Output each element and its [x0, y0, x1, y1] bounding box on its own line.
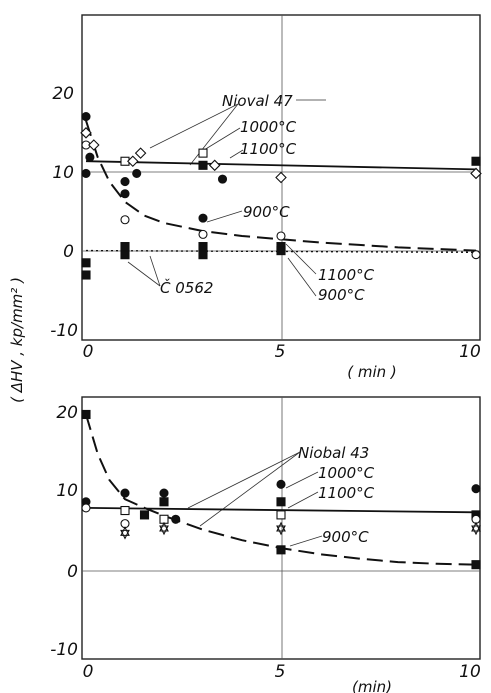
leader-line-1 [189, 103, 239, 166]
bottom-y-tick-20: 20 [56, 403, 78, 423]
bottom-x-tick-0: 0 [83, 662, 94, 682]
data-point-1-7 [139, 510, 150, 520]
leader-line-4 [206, 210, 243, 223]
top-plot-frame [81, 14, 481, 341]
y-axis-label: ( ΔHV , kp/mm² ) [8, 277, 26, 403]
label-bottom-1000c: 1000°C [318, 464, 375, 482]
top-y-tick-0: 0 [63, 242, 74, 262]
data-point-1-9 [159, 497, 169, 507]
data-point-0-1 [80, 127, 92, 139]
data-point-0-14 [120, 215, 130, 225]
leader-line-3 [229, 149, 244, 159]
data-point-1-3 [120, 488, 130, 498]
data-point-0-9 [127, 155, 139, 168]
bottom-y-tick-10: 10 [56, 481, 78, 501]
data-point-0-19 [208, 159, 221, 172]
leader-line-10 [199, 451, 301, 527]
data-point-0-12 [132, 168, 142, 178]
label-nioval-47: Nioval 47 [222, 92, 293, 110]
leader-line-7 [285, 243, 317, 275]
data-point-0-5 [85, 152, 95, 162]
chart-marks [80, 112, 482, 570]
label-top-1100c-b: 1100°C [318, 266, 375, 284]
bottom-y-tick-minus10: -10 [50, 640, 78, 660]
data-point-1-21 [471, 521, 481, 536]
data-point-1-12 [171, 514, 181, 524]
data-point-0-24 [198, 250, 208, 260]
data-point-1-11 [159, 521, 169, 536]
series-line-0-solid [85, 160, 477, 171]
annotation-leaders [127, 103, 323, 547]
data-point-0-0 [81, 112, 91, 122]
data-point-0-28 [276, 246, 286, 256]
data-point-1-8 [159, 488, 169, 498]
data-point-1-2 [81, 503, 91, 513]
data-point-0-18 [198, 160, 208, 170]
leader-line-2 [203, 127, 241, 151]
data-point-1-0 [81, 409, 91, 420]
data-point-0-17 [198, 148, 208, 158]
label-c0562: Č 0562 [160, 278, 213, 297]
series-line-1-solid [85, 507, 477, 514]
data-point-0-21 [198, 213, 208, 223]
top-y-tick-20: 20 [52, 84, 74, 104]
top-x-tick-5: 5 [275, 342, 286, 362]
data-point-1-15 [276, 510, 286, 520]
data-point-1-22 [471, 560, 481, 570]
data-point-0-31 [471, 250, 481, 260]
label-top-1100c: 1100°C [240, 140, 297, 158]
data-point-0-3 [88, 139, 100, 151]
leader-line-11 [285, 471, 319, 489]
data-point-0-16 [120, 250, 130, 260]
data-point-1-4 [120, 505, 130, 516]
data-point-0-20 [217, 174, 228, 184]
data-point-1-13 [276, 479, 286, 489]
data-point-1-6 [120, 526, 130, 540]
data-point-1-17 [276, 545, 286, 555]
data-point-0-30 [470, 167, 482, 180]
label-niobal-43: Niobal 43 [298, 444, 369, 462]
data-point-0-26 [276, 231, 286, 241]
series-line-0-dashed [85, 120, 477, 252]
label-bottom-1100c: 1100°C [318, 484, 375, 502]
top-x-axis-label: ( min ) [347, 363, 397, 381]
leader-line-13 [289, 535, 323, 547]
leader-line-9 [187, 451, 301, 509]
data-point-0-11 [120, 177, 130, 187]
bottom-x-axis-label: (min) [352, 678, 392, 693]
data-point-1-16 [276, 521, 286, 536]
bottom-plot-frame [81, 396, 481, 660]
top-y-tick-10: 10 [52, 163, 74, 183]
leader-line-8 [287, 257, 317, 297]
top-x-tick-0: 0 [83, 342, 94, 362]
leader-line-12 [287, 491, 319, 509]
data-point-0-29 [471, 156, 481, 166]
data-point-0-23 [198, 242, 208, 252]
data-point-1-14 [276, 497, 286, 507]
bottom-x-tick-10: 10 [459, 662, 481, 682]
label-top-1000c: 1000°C [240, 118, 297, 136]
label-top-900c-b: 900°C [318, 286, 365, 304]
series-line-1-dashed [85, 414, 477, 566]
data-point-0-10 [134, 147, 147, 159]
data-point-0-6 [81, 258, 91, 268]
leader-line-0 [149, 103, 239, 149]
label-top-900c: 900°C [243, 203, 290, 221]
data-point-1-18 [471, 484, 481, 494]
bottom-y-tick-0: 0 [67, 562, 78, 582]
data-point-0-15 [120, 242, 130, 252]
data-point-0-13 [120, 189, 130, 199]
top-y-tick-minus10: -10 [50, 321, 78, 341]
bottom-x-tick-5: 5 [275, 662, 286, 682]
leader-line-6 [149, 255, 161, 287]
data-point-0-7 [81, 270, 91, 280]
top-x-tick-10: 10 [459, 342, 481, 362]
leader-line-5 [127, 261, 161, 287]
data-point-0-25 [275, 171, 287, 184]
data-point-0-4 [81, 168, 91, 178]
label-bottom-900c: 900°C [322, 528, 369, 546]
data-point-0-22 [198, 229, 208, 239]
